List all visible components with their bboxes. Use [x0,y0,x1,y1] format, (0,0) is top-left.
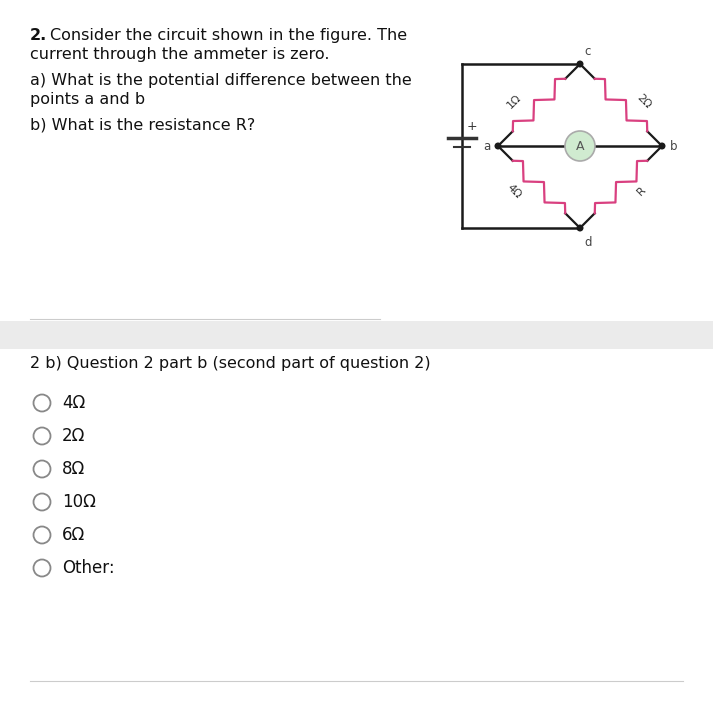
Circle shape [577,225,583,232]
Text: d: d [584,236,592,249]
Text: 2Ω: 2Ω [635,92,653,110]
Text: 2.: 2. [30,28,47,43]
Bar [0,0,713,326]
Text: 6Ω: 6Ω [62,526,86,544]
Text: b) What is the resistance R?: b) What is the resistance R? [30,118,255,133]
Text: a: a [483,139,490,152]
Text: 1Ω: 1Ω [505,92,523,110]
Circle shape [577,60,583,68]
Text: 4Ω: 4Ω [62,394,86,412]
Circle shape [495,142,501,149]
Text: 4Ω: 4Ω [505,182,523,200]
Text: +: + [467,119,477,132]
Text: current through the ammeter is zero.: current through the ammeter is zero. [30,47,329,62]
Bar [0,349,713,711]
Text: c: c [584,45,590,58]
Text: 10Ω: 10Ω [62,493,96,511]
Text: points a and b: points a and b [30,92,145,107]
Bar [0,321,713,349]
Text: A: A [576,139,584,152]
Text: 2 b) Question 2 part b (second part of question 2): 2 b) Question 2 part b (second part of q… [30,356,431,371]
Text: Consider the circuit shown in the figure. The: Consider the circuit shown in the figure… [50,28,407,43]
Text: b: b [670,139,677,152]
Text: 2Ω: 2Ω [62,427,86,445]
Text: R: R [635,185,647,197]
Circle shape [565,131,595,161]
Text: a) What is the potential difference between the: a) What is the potential difference betw… [30,73,411,88]
Text: Other:: Other: [62,559,115,577]
Circle shape [659,142,665,149]
Text: 8Ω: 8Ω [62,460,86,478]
